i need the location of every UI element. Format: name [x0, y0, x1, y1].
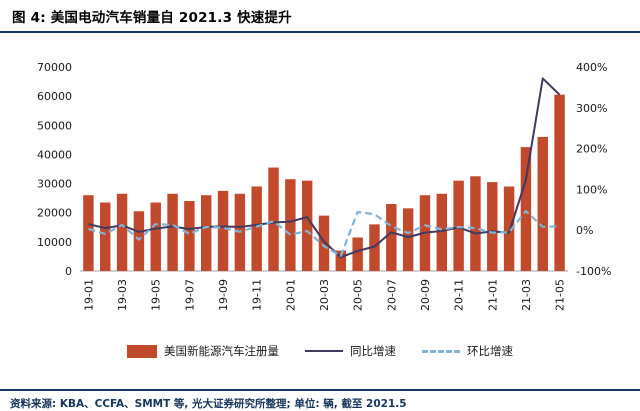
- legend-item-mom: 环比增速: [422, 343, 513, 359]
- figure-title: 图 4: 美国电动汽车销量自 2021.3 快速提升: [12, 10, 292, 26]
- legend-label-registrations: 美国新能源汽车注册量: [164, 344, 279, 358]
- svg-text:19-03: 19-03: [116, 279, 129, 311]
- svg-text:200%: 200%: [576, 143, 607, 156]
- svg-text:19-11: 19-11: [251, 279, 264, 311]
- svg-text:20000: 20000: [37, 207, 72, 220]
- svg-text:100%: 100%: [576, 183, 607, 196]
- svg-text:19-09: 19-09: [217, 279, 230, 311]
- bars-series: [83, 94, 565, 271]
- svg-text:21-05: 21-05: [554, 279, 567, 311]
- svg-text:20-07: 20-07: [385, 279, 398, 311]
- left-axis-labels: 0 10000 20000 30000 40000 50000 60000 70000: [37, 61, 72, 278]
- svg-text:0: 0: [65, 265, 72, 278]
- svg-text:60000: 60000: [37, 90, 72, 103]
- svg-text:10000: 10000: [37, 236, 72, 249]
- svg-text:19-01: 19-01: [82, 279, 95, 311]
- svg-text:40000: 40000: [37, 148, 72, 161]
- svg-text:20-01: 20-01: [284, 279, 297, 311]
- source-note: 资料来源: KBA、CCFA、SMMT 等, 光大证券研究所整理; 单位: 辆,…: [0, 389, 640, 411]
- svg-text:20-05: 20-05: [352, 279, 365, 311]
- svg-text:70000: 70000: [37, 61, 72, 74]
- figure-header: 图 4: 美国电动汽车销量自 2021.3 快速提升: [0, 0, 640, 33]
- svg-text:0%: 0%: [576, 224, 593, 237]
- dashed-line-swatch-icon: [422, 349, 460, 353]
- mom-growth-line: [88, 209, 560, 258]
- legend-item-yoy: 同比增速: [305, 343, 396, 359]
- svg-text:30000: 30000: [37, 178, 72, 191]
- svg-text:20-03: 20-03: [318, 279, 331, 311]
- svg-text:300%: 300%: [576, 102, 607, 115]
- x-axis-labels: 19-01 19-03 19-05 19-07 19-09 19-11 20-01 20-03…: [82, 279, 566, 311]
- legend-label-yoy: 同比增速: [350, 344, 396, 358]
- svg-text:21-03: 21-03: [520, 279, 533, 311]
- solid-line-swatch-icon: [305, 350, 343, 352]
- svg-text:400%: 400%: [576, 61, 607, 74]
- ev-sales-combo-chart: 0 10000 20000 30000 40000 50000 60000 70000 -100…: [37, 61, 611, 311]
- svg-text:19-07: 19-07: [183, 279, 196, 311]
- bar-swatch-icon: [127, 344, 157, 358]
- svg-text:20-11: 20-11: [453, 279, 466, 311]
- legend-label-mom: 环比增速: [467, 344, 513, 358]
- right-axis-labels: -100% 0% 100% 200% 300% 400%: [576, 61, 611, 278]
- svg-text:-100%: -100%: [576, 265, 611, 278]
- svg-text:20-09: 20-09: [419, 279, 432, 311]
- svg-text:50000: 50000: [37, 119, 72, 132]
- legend-item-registrations: 美国新能源汽车注册量: [127, 343, 279, 359]
- svg-text:19-05: 19-05: [150, 279, 163, 311]
- chart-legend: 美国新能源汽车注册量 同比增速 环比增速: [0, 343, 640, 359]
- yoy-growth-line: [88, 77, 561, 259]
- svg-text:21-01: 21-01: [486, 279, 499, 311]
